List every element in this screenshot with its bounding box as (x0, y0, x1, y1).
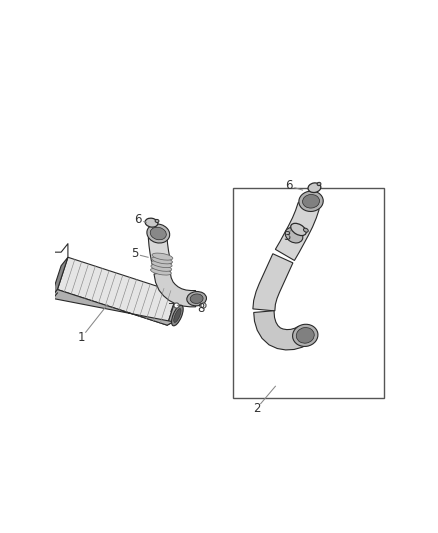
Ellipse shape (308, 183, 321, 192)
Text: 3: 3 (283, 230, 291, 244)
Polygon shape (51, 257, 68, 298)
Ellipse shape (317, 182, 321, 185)
Text: 2: 2 (253, 402, 261, 415)
Polygon shape (253, 254, 293, 311)
Ellipse shape (151, 268, 171, 275)
Ellipse shape (151, 264, 172, 271)
Text: 7: 7 (168, 302, 176, 314)
Polygon shape (57, 257, 178, 325)
Ellipse shape (174, 309, 181, 322)
Polygon shape (254, 311, 308, 350)
Ellipse shape (151, 261, 172, 268)
Ellipse shape (147, 224, 170, 243)
Text: 6: 6 (285, 180, 293, 192)
Polygon shape (148, 236, 171, 268)
Ellipse shape (291, 223, 306, 236)
Ellipse shape (293, 324, 318, 346)
Text: 8: 8 (197, 302, 205, 314)
Polygon shape (167, 289, 184, 325)
Polygon shape (154, 271, 196, 307)
Ellipse shape (296, 327, 314, 343)
Polygon shape (276, 203, 319, 261)
Text: 5: 5 (131, 247, 138, 261)
Text: 1: 1 (78, 330, 86, 344)
Ellipse shape (155, 220, 159, 222)
Ellipse shape (190, 294, 203, 303)
Polygon shape (51, 289, 173, 325)
Ellipse shape (150, 227, 166, 240)
Ellipse shape (152, 253, 173, 260)
Ellipse shape (285, 228, 303, 243)
Ellipse shape (304, 228, 308, 232)
Ellipse shape (145, 218, 158, 227)
Ellipse shape (172, 305, 183, 326)
Ellipse shape (152, 257, 173, 264)
Bar (233, 188, 384, 398)
Ellipse shape (299, 191, 323, 212)
Ellipse shape (187, 292, 206, 306)
Ellipse shape (303, 195, 319, 208)
Text: 6: 6 (134, 213, 141, 227)
